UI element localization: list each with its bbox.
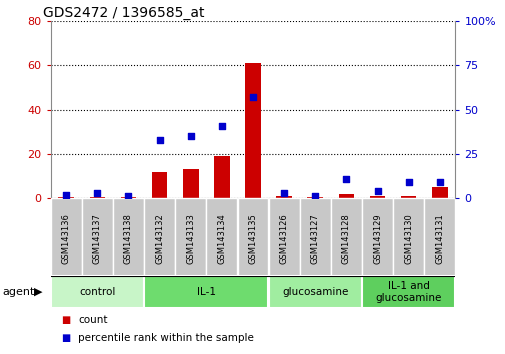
Bar bbox=[299, 198, 330, 276]
Text: GSM143136: GSM143136 bbox=[62, 213, 71, 264]
Text: control: control bbox=[79, 287, 115, 297]
Text: GSM143133: GSM143133 bbox=[186, 213, 195, 264]
Bar bbox=[362, 198, 392, 276]
Bar bbox=[431, 187, 447, 198]
Bar bbox=[268, 276, 361, 308]
Text: GSM143128: GSM143128 bbox=[341, 213, 350, 264]
Point bbox=[435, 179, 443, 185]
Bar bbox=[175, 198, 206, 276]
Text: ■: ■ bbox=[61, 333, 70, 343]
Point bbox=[155, 137, 163, 143]
Point bbox=[124, 194, 132, 199]
Text: GDS2472 / 1396585_at: GDS2472 / 1396585_at bbox=[42, 6, 204, 20]
Text: GSM143135: GSM143135 bbox=[248, 213, 257, 264]
Bar bbox=[206, 198, 237, 276]
Point bbox=[342, 176, 350, 182]
Text: GSM143132: GSM143132 bbox=[155, 213, 164, 264]
Text: GSM143138: GSM143138 bbox=[124, 213, 133, 264]
Bar bbox=[362, 276, 454, 308]
Text: GSM143131: GSM143131 bbox=[434, 213, 443, 264]
Text: GSM143137: GSM143137 bbox=[92, 213, 102, 264]
Bar bbox=[120, 197, 136, 198]
Point bbox=[93, 190, 101, 196]
Text: agent: agent bbox=[3, 287, 35, 297]
Bar bbox=[144, 198, 175, 276]
Point bbox=[311, 194, 319, 199]
Bar bbox=[214, 156, 229, 198]
Bar bbox=[113, 198, 143, 276]
Bar bbox=[338, 194, 354, 198]
Bar bbox=[89, 197, 105, 198]
Bar bbox=[152, 172, 167, 198]
Bar bbox=[400, 196, 416, 198]
Bar bbox=[307, 197, 322, 198]
Text: ▶: ▶ bbox=[33, 287, 42, 297]
Text: glucosamine: glucosamine bbox=[281, 287, 348, 297]
Text: GSM143130: GSM143130 bbox=[403, 213, 413, 264]
Bar bbox=[245, 63, 260, 198]
Bar bbox=[369, 196, 385, 198]
Text: GSM143126: GSM143126 bbox=[279, 213, 288, 264]
Bar bbox=[424, 198, 454, 276]
Bar bbox=[183, 170, 198, 198]
Text: count: count bbox=[78, 315, 108, 325]
Point bbox=[186, 133, 194, 139]
Bar bbox=[392, 198, 423, 276]
Bar bbox=[50, 276, 143, 308]
Text: GSM143134: GSM143134 bbox=[217, 213, 226, 264]
Text: GSM143127: GSM143127 bbox=[310, 213, 319, 264]
Point bbox=[280, 190, 288, 196]
Bar bbox=[330, 198, 361, 276]
Point bbox=[404, 179, 412, 185]
Text: GSM143129: GSM143129 bbox=[372, 213, 381, 264]
Bar bbox=[50, 198, 81, 276]
Bar bbox=[268, 198, 299, 276]
Text: ■: ■ bbox=[61, 315, 70, 325]
Point bbox=[217, 123, 225, 129]
Bar bbox=[144, 276, 268, 308]
Bar bbox=[82, 198, 113, 276]
Point bbox=[62, 192, 70, 198]
Bar bbox=[237, 198, 268, 276]
Text: percentile rank within the sample: percentile rank within the sample bbox=[78, 333, 254, 343]
Text: IL-1 and
glucosamine: IL-1 and glucosamine bbox=[375, 281, 441, 303]
Bar bbox=[58, 197, 74, 198]
Point bbox=[373, 188, 381, 194]
Point bbox=[248, 95, 257, 100]
Text: IL-1: IL-1 bbox=[196, 287, 215, 297]
Bar bbox=[276, 196, 291, 198]
